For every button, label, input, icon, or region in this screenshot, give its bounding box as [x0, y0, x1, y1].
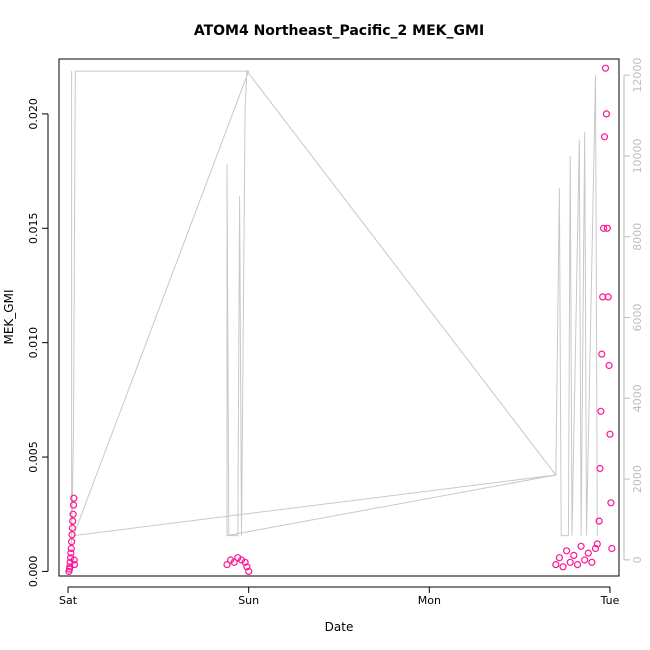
data-point	[570, 551, 578, 560]
data-point	[600, 133, 609, 141]
data-point	[607, 499, 615, 507]
data-point	[595, 517, 603, 525]
data-point	[67, 544, 75, 553]
plot-layer	[65, 64, 616, 576]
data-point	[591, 544, 600, 553]
data-point	[593, 540, 601, 548]
axes-layer: 0.000 0.005 0.010 0.015 0.020 0 2000 4000 6000 80…	[27, 58, 644, 607]
x-axis-label: Date	[325, 620, 354, 634]
y2-tick-label: 8000	[631, 223, 644, 251]
data-point	[67, 549, 75, 557]
data-point	[596, 464, 604, 473]
y2-tick-label: 2000	[631, 465, 644, 493]
data-point	[588, 558, 596, 566]
x-tick-label: Tue	[600, 594, 620, 607]
data-point	[559, 563, 567, 571]
y-tick-label: 0.015	[27, 213, 40, 245]
y2-tick-label: 4000	[631, 384, 644, 412]
data-point	[584, 549, 592, 557]
x-tick-label: Mon	[418, 594, 441, 607]
data-point	[68, 531, 76, 539]
data-point	[602, 110, 611, 118]
y-tick-label: 0.010	[27, 327, 40, 359]
data-point	[597, 407, 605, 415]
data-point	[70, 556, 78, 564]
data-point	[577, 542, 585, 550]
data-point	[605, 361, 613, 370]
plot-frame	[58, 58, 620, 577]
y2-tick-label: 12000	[631, 58, 644, 93]
x-tick-label: Sun	[238, 594, 259, 607]
x-tick-label: Sat	[59, 594, 78, 607]
data-point	[67, 538, 76, 546]
data-point	[598, 350, 606, 358]
y-tick-label: 0.020	[27, 98, 40, 129]
data-point	[223, 560, 231, 569]
data-point	[230, 558, 238, 566]
data-point	[599, 224, 608, 232]
data-point	[227, 556, 235, 564]
data-point	[234, 554, 242, 562]
data-point	[237, 556, 246, 564]
data-point	[562, 547, 571, 555]
data-point	[245, 567, 253, 576]
data-point	[69, 510, 77, 518]
data-point	[70, 494, 78, 502]
altitude-line	[71, 69, 598, 544]
y-axis-label: MEK_GMI	[2, 290, 16, 345]
y2-tick-label: 10000	[631, 138, 644, 173]
data-point	[573, 560, 582, 569]
data-point	[69, 501, 78, 509]
data-point	[69, 517, 77, 525]
data-point	[608, 544, 616, 553]
data-point	[241, 558, 249, 566]
data-point	[70, 560, 79, 569]
data-point	[603, 224, 611, 232]
data-point	[243, 563, 251, 571]
y-tick-label: 0.000	[27, 556, 40, 588]
data-point	[552, 560, 560, 569]
y2-tick-label: 6000	[631, 304, 644, 332]
data-point	[66, 554, 75, 562]
data-point	[606, 430, 614, 438]
data-point	[604, 293, 612, 301]
y2-tick-label: 0	[631, 556, 644, 563]
chart-title: ATOM4 Northeast_Pacific_2 MEK_GMI	[194, 23, 484, 39]
data-point	[601, 64, 610, 72]
data-point	[566, 558, 574, 566]
data-point	[68, 524, 77, 532]
data-point	[581, 556, 589, 564]
y-tick-label: 0.005	[27, 441, 40, 473]
data-point	[555, 554, 564, 562]
